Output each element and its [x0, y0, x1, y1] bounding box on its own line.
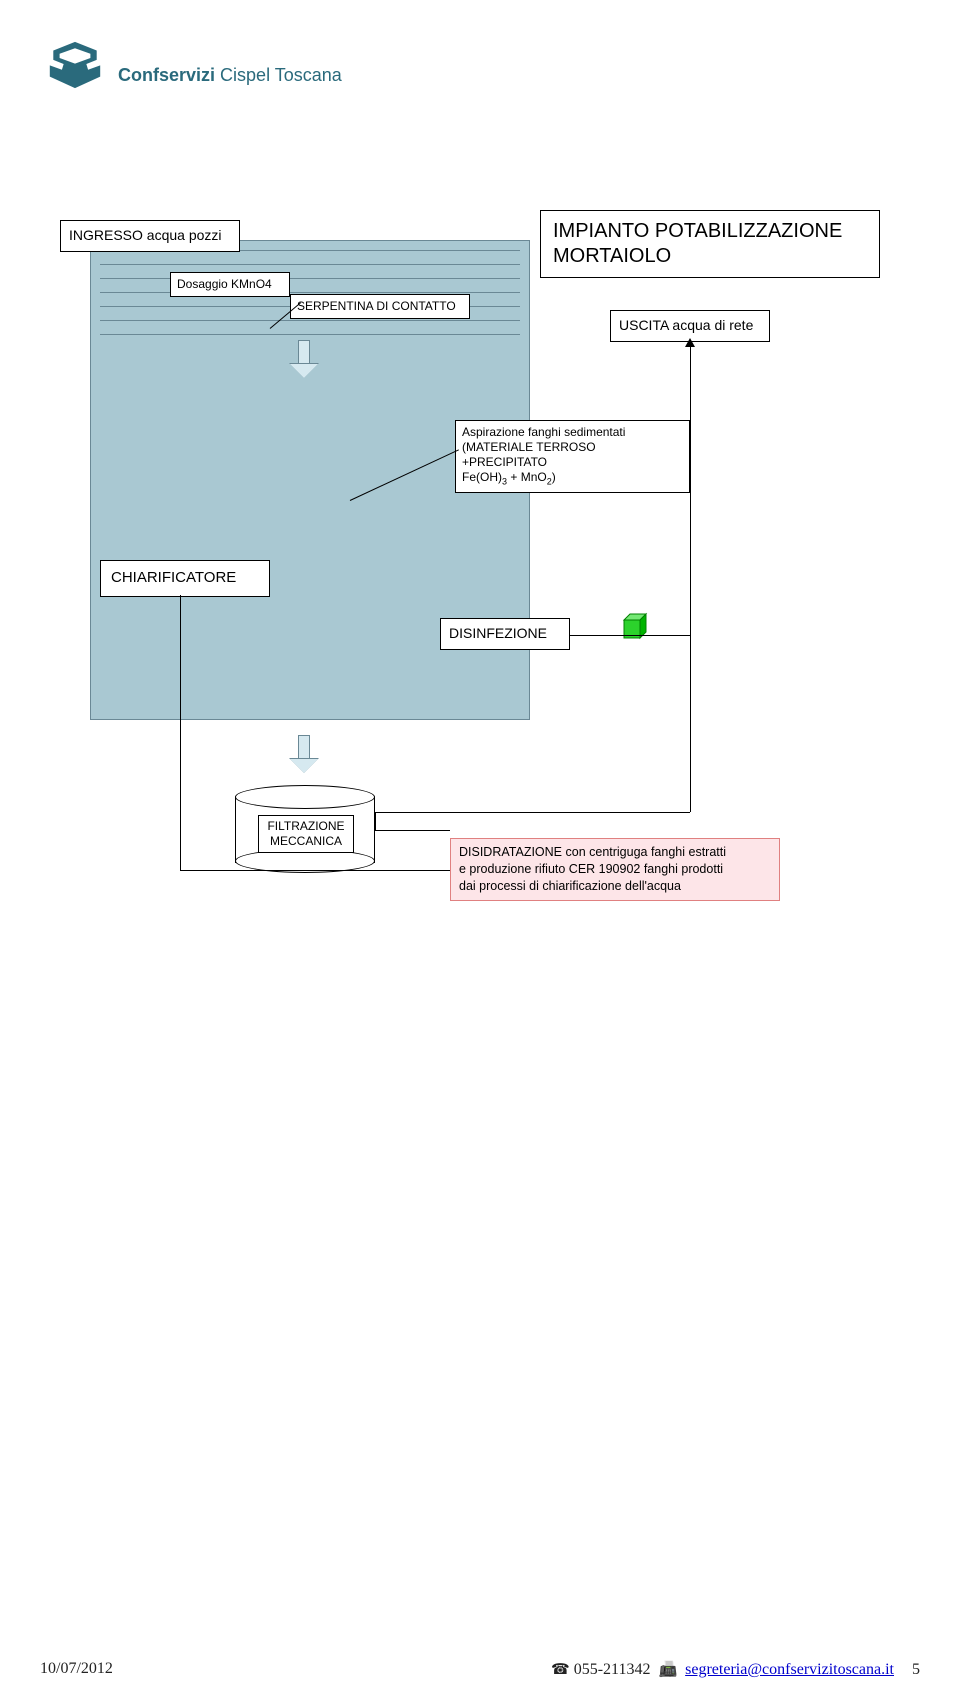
aspirazione-l1: Aspirazione fanghi sedimentati — [462, 425, 683, 440]
brand-logo: Confservizi Cispel Toscana — [40, 30, 342, 100]
filtrazione-l2: MECCANICA — [263, 834, 349, 849]
green-cube-icon — [620, 612, 650, 642]
disinfezione-box: DISINFEZIONE — [440, 618, 570, 650]
uscita-label: USCITA acqua di rete — [619, 317, 753, 333]
pipe-seg — [690, 635, 691, 812]
logo-text-main: Confservizi — [118, 65, 215, 85]
pipe-seg — [430, 830, 450, 831]
pipe-seg — [375, 812, 690, 813]
page-footer: 10/07/2012 ☎ 055-211342 📠 segreteria@con… — [40, 1660, 920, 1679]
aspirazione-l3: Fe(OH)3 + MnO2) — [462, 470, 683, 488]
serpentina-label: SERPENTINA DI CONTATTO — [297, 299, 456, 313]
disidratazione-note: DISIDRATAZIONE con centriguga fanghi est… — [450, 838, 780, 901]
pipe-seg — [180, 595, 181, 870]
serpentina-box: SERPENTINA DI CONTATTO — [290, 294, 470, 319]
aspirazione-l2: (MATERIALE TERROSO +PRECIPITATO — [462, 440, 683, 470]
chiarificatore-label: CHIARIFICATORE — [111, 569, 236, 586]
footer-email-link[interactable]: segreteria@confservizitoscana.it — [685, 1661, 894, 1678]
fax-icon: 📠 — [658, 1662, 677, 1678]
filtrazione-l1: FILTRAZIONE — [263, 819, 349, 834]
arrow-uscita-up — [685, 338, 695, 347]
logo-text-sub: Cispel Toscana — [220, 65, 342, 85]
uscita-box: USCITA acqua di rete — [610, 310, 770, 342]
pipe-seg — [375, 830, 430, 831]
footer-date: 10/07/2012 — [40, 1660, 113, 1677]
dosaggio-label: Dosaggio KMnO4 — [177, 277, 272, 291]
impianto-title-l2: MORTAIOLO — [553, 244, 867, 269]
impianto-title-box: IMPIANTO POTABILIZZAZIONE MORTAIOLO — [540, 210, 880, 278]
disidratazione-l1: DISIDRATAZIONE con centriguga fanghi est… — [459, 844, 771, 861]
arrow-tank-to-filter — [290, 735, 318, 773]
pipe-seg — [570, 635, 690, 636]
footer-page-number: 5 — [912, 1661, 920, 1678]
dosaggio-box: Dosaggio KMnO4 — [170, 272, 290, 297]
filtrazione-box: FILTRAZIONE MECCANICA — [258, 815, 354, 853]
pipe-seg — [375, 812, 376, 830]
pipe-seg — [180, 870, 450, 871]
logo-text: Confservizi Cispel Toscana — [118, 65, 342, 86]
disidratazione-l3: dai processi di chiarificazione dell'acq… — [459, 878, 771, 895]
aspirazione-box: Aspirazione fanghi sedimentati (MATERIAL… — [455, 420, 690, 493]
impianto-title-l1: IMPIANTO POTABILIZZAZIONE — [553, 219, 867, 244]
ingresso-label: INGRESSO acqua pozzi — [69, 227, 222, 243]
phone-icon: ☎ — [551, 1662, 570, 1678]
ingresso-box: INGRESSO acqua pozzi — [60, 220, 240, 252]
disinfezione-label: DISINFEZIONE — [449, 625, 547, 641]
disidratazione-l2: e produzione rifiuto CER 190902 fanghi p… — [459, 861, 771, 878]
chiarificatore-box: CHIARIFICATORE — [100, 560, 270, 597]
pipe-seg — [690, 346, 691, 636]
logo-icon — [40, 30, 110, 100]
arrow-serpentine-down — [290, 340, 318, 378]
footer-phone: 055-211342 — [574, 1661, 651, 1678]
process-flow-diagram: INGRESSO acqua pozzi Dosaggio KMnO4 SERP… — [60, 160, 900, 1060]
